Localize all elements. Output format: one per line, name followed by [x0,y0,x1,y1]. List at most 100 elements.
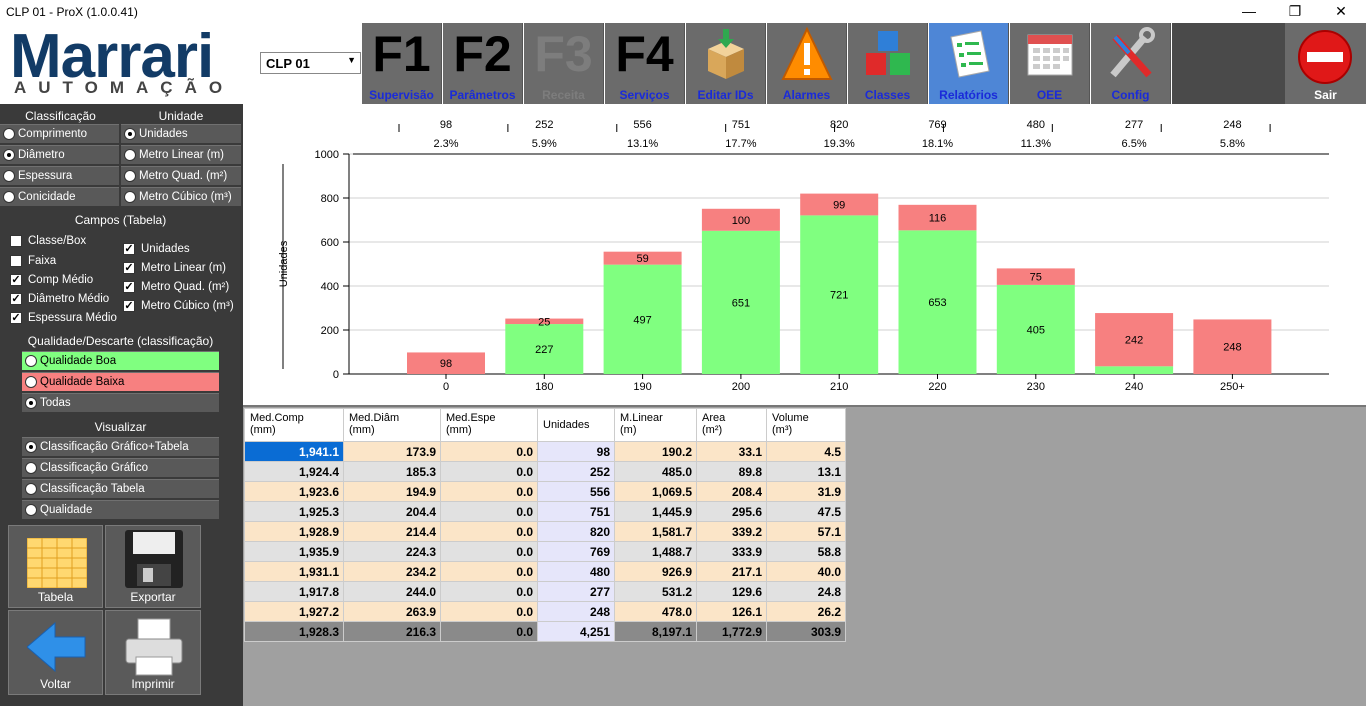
table-cell[interactable]: 214.4 [343,521,441,542]
table-cell[interactable]: 1,581.7 [614,521,697,542]
classificacao-option-diametro[interactable]: Diâmetro [0,145,119,164]
table-cell[interactable]: 1,445.9 [614,501,697,522]
table-cell[interactable]: 1,935.9 [244,541,344,562]
oee-button[interactable]: OEE [1010,23,1090,104]
f1-supervisao-button[interactable]: F1 Supervisão [362,23,442,104]
config-button[interactable]: Config [1091,23,1171,104]
campo-checkbox-metro-linear[interactable]: ✓ Metro Linear (m) [123,261,226,275]
table-cell[interactable]: 33.1 [696,441,767,462]
table-cell[interactable]: 751 [537,501,615,522]
sair-button[interactable]: Sair [1285,23,1366,104]
table-cell[interactable]: 556 [537,481,615,502]
table-cell[interactable]: 204.4 [343,501,441,522]
table-cell[interactable]: 0.0 [440,541,538,562]
editar-ids-button[interactable]: Editar IDs [686,23,766,104]
table-row[interactable]: 1,917.8 244.0 0.0 277 531.2 129.6 24.8 [244,581,846,602]
table-cell[interactable]: 1,488.7 [614,541,697,562]
table-cell[interactable]: 173.9 [343,441,441,462]
close-icon[interactable]: ✕ [1335,3,1347,19]
classificacao-option-conicidade[interactable]: Conicidade [0,187,119,206]
imprimir-button[interactable]: Imprimir [105,610,201,695]
classes-button[interactable]: Classes [848,23,928,104]
table-cell[interactable]: 485.0 [614,461,697,482]
table-cell[interactable]: 217.1 [696,561,767,582]
table-cell[interactable]: 339.2 [696,521,767,542]
table-cell[interactable]: 333.9 [696,541,767,562]
table-cell[interactable]: 194.9 [343,481,441,502]
table-cell[interactable]: 0.0 [440,481,538,502]
classificacao-option-comprimento[interactable]: Comprimento [0,124,119,143]
f3-receita-button[interactable]: F3 Receita [524,23,604,104]
table-cell[interactable]: 0.0 [440,521,538,542]
table-row[interactable]: 1,925.3 204.4 0.0 751 1,445.9 295.6 47.5 [244,501,846,522]
table-cell[interactable]: 1,925.3 [244,501,344,522]
table-row[interactable]: 1,931.1 234.2 0.0 480 926.9 217.1 40.0 [244,561,846,582]
col-header-med-espe[interactable]: Med.Espe (mm) [440,408,538,442]
alarmes-button[interactable]: Alarmes [767,23,847,104]
campo-checkbox-unidades[interactable]: ✓ Unidades [123,242,190,256]
col-header-area[interactable]: Area (m²) [696,408,767,442]
exportar-button[interactable]: Exportar [105,525,201,608]
clp-select[interactable]: CLP 01 ▼ [260,52,361,74]
table-row[interactable]: 1,928.9 214.4 0.0 820 1,581.7 339.2 57.1 [244,521,846,542]
table-cell[interactable]: 13.1 [766,461,846,482]
table-row[interactable]: 1,923.6 194.9 0.0 556 1,069.5 208.4 31.9 [244,481,846,502]
campo-checkbox-diametro-medio[interactable]: ✓ Diâmetro Médio [10,292,109,306]
restore-icon[interactable]: ❐ [1288,3,1302,19]
table-cell[interactable]: 926.9 [614,561,697,582]
f2-parametros-button[interactable]: F2 Parâmetros [443,23,523,104]
table-cell[interactable]: 820 [537,521,615,542]
col-header-med-comp[interactable]: Med.Comp (mm) [244,408,344,442]
table-cell[interactable]: 1,923.6 [244,481,344,502]
unidade-option-metro-cubico[interactable]: Metro Cúbico (m³) [121,187,241,206]
minimize-icon[interactable]: — [1242,3,1256,19]
table-cell[interactable]: 4.5 [766,441,846,462]
table-cell[interactable]: 40.0 [766,561,846,582]
table-cell[interactable]: 1,927.2 [244,601,344,622]
table-cell[interactable]: 1,928.9 [244,521,344,542]
table-cell[interactable]: 26.2 [766,601,846,622]
table-cell[interactable]: 190.2 [614,441,697,462]
table-cell[interactable]: 0.0 [440,441,538,462]
table-cell[interactable]: 0.0 [440,601,538,622]
table-cell[interactable]: 0.0 [440,461,538,482]
table-cell[interactable]: 185.3 [343,461,441,482]
table-cell[interactable]: 98 [537,441,615,462]
table-row[interactable]: 1,935.9 224.3 0.0 769 1,488.7 333.9 58.8 [244,541,846,562]
relatorios-button[interactable]: Relatórios [929,23,1009,104]
unidade-option-metro-linear[interactable]: Metro Linear (m) [121,145,241,164]
campo-checkbox-classe-box[interactable]: Classe/Box [10,234,86,248]
classificacao-option-espessura[interactable]: Espessura [0,166,119,185]
table-cell[interactable]: 480 [537,561,615,582]
table-cell[interactable]: 295.6 [696,501,767,522]
table-cell[interactable]: 1,924.4 [244,461,344,482]
visualizar-option-tabela[interactable]: Classificação Tabela [22,479,219,498]
campo-checkbox-metro-cubico[interactable]: ✓ Metro Cúbico (m³) [123,299,234,313]
table-cell[interactable]: 57.1 [766,521,846,542]
table-cell[interactable]: 24.8 [766,581,846,602]
table-row[interactable]: 1,927.2 263.9 0.0 248 478.0 126.1 26.2 [244,601,846,622]
table-cell[interactable]: 126.1 [696,601,767,622]
table-cell[interactable]: 531.2 [614,581,697,602]
table-cell[interactable]: 208.4 [696,481,767,502]
qualidade-option-todas[interactable]: Todas [22,393,219,412]
campo-checkbox-espessura-medio[interactable]: ✓ Espessura Médio [10,311,117,325]
voltar-button[interactable]: Voltar [8,610,103,695]
table-row[interactable]: 1,924.4 185.3 0.0 252 485.0 89.8 13.1 [244,461,846,482]
table-cell[interactable]: 89.8 [696,461,767,482]
table-cell[interactable]: 58.8 [766,541,846,562]
table-cell[interactable]: 129.6 [696,581,767,602]
col-header-volume[interactable]: Volume (m³) [766,408,846,442]
unidade-option-unidades[interactable]: Unidades [121,124,241,143]
table-row[interactable]: 1,941.1 173.9 0.0 98 190.2 33.1 4.5 [244,441,846,462]
visualizar-option-grafico-tabela[interactable]: Classificação Gráfico+Tabela [22,437,219,456]
table-cell[interactable]: 244.0 [343,581,441,602]
table-cell[interactable]: 263.9 [343,601,441,622]
visualizar-option-grafico[interactable]: Classificação Gráfico [22,458,219,477]
col-header-unidades[interactable]: Unidades [537,408,615,442]
col-header-m-linear[interactable]: M.Linear (m) [614,408,697,442]
campo-checkbox-comp-medio[interactable]: ✓ Comp Médio [10,273,93,287]
table-cell[interactable]: 31.9 [766,481,846,502]
table-cell[interactable]: 252 [537,461,615,482]
visualizar-option-qualidade[interactable]: Qualidade [22,500,219,519]
